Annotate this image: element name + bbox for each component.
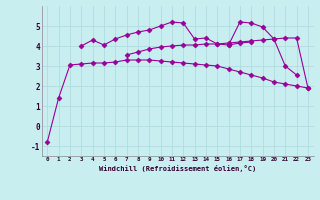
X-axis label: Windchill (Refroidissement éolien,°C): Windchill (Refroidissement éolien,°C) [99, 165, 256, 172]
